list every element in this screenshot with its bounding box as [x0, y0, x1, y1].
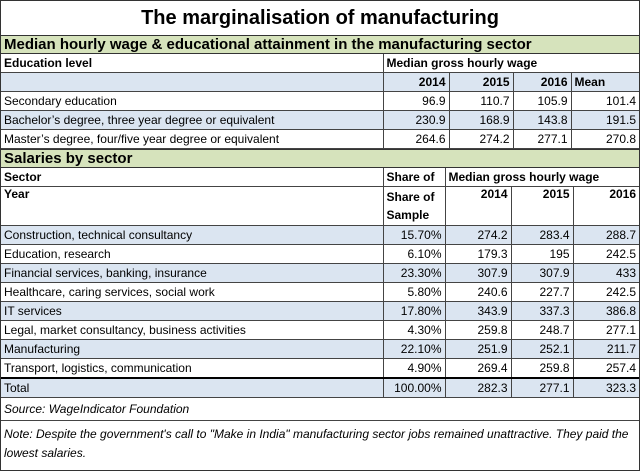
wage-value: 307.9: [510, 263, 574, 283]
page-title: The marginalisation of manufacturing: [1, 1, 639, 36]
education-label: Master’s degree, four/five year degree o…: [1, 129, 384, 149]
table-row: Healthcare, caring services, social work…: [1, 282, 640, 302]
wage-value: 323.3: [572, 377, 640, 398]
wage-value: 283.4: [510, 225, 574, 245]
wage-value: 259.8: [444, 320, 512, 340]
wage-table: Education level Median gross hourly wage…: [1, 54, 640, 149]
wage-value: 282.3: [444, 377, 512, 398]
table-row: Bachelor’s degree, three year degree or …: [1, 110, 640, 130]
wage-value: 110.7: [448, 91, 514, 111]
sector-header: Sector: [1, 168, 384, 187]
footnote: Note: Despite the government's call to "…: [4, 427, 629, 460]
share-value: 100.00%: [382, 377, 446, 398]
share-of-sample-header: Share of Sample: [382, 186, 446, 226]
table-row: Manufacturing 22.10% 251.9 252.1 211.7: [1, 339, 640, 359]
salary-section-heading: Salaries by sector: [1, 149, 639, 168]
total-row: Total 100.00% 282.3 277.1 323.3: [1, 377, 640, 398]
wage-value: 240.6: [444, 282, 512, 302]
wage-value: 230.9: [382, 110, 450, 130]
share-value: 22.10%: [382, 339, 446, 359]
wage-value: 264.6: [382, 129, 450, 149]
table-row: Secondary education 96.9 110.7 105.9 101…: [1, 91, 640, 111]
sector-label: Financial services, banking, insurance: [1, 263, 384, 283]
wage-value: 252.1: [510, 339, 574, 359]
sector-label: Construction, technical consultancy: [1, 225, 384, 245]
year-label: Year: [1, 186, 384, 226]
wage-value: 211.7: [572, 339, 640, 359]
wage-value: 277.1: [510, 377, 574, 398]
share-of-label: Share of: [386, 190, 435, 204]
salary-table: Sector Share of Median gross hourly wage…: [1, 168, 640, 398]
wage-value: 433: [572, 263, 640, 283]
sector-label: Legal, market consultancy, business acti…: [1, 320, 384, 340]
table-row: Master’s degree, four/five year degree o…: [1, 129, 640, 149]
wage-value: 143.8: [512, 110, 572, 130]
year-header: 2014: [382, 72, 450, 92]
wage-value: 248.7: [510, 320, 574, 340]
table-row: Legal, market consultancy, business acti…: [1, 320, 640, 340]
share-value: 17.80%: [382, 301, 446, 321]
blank-cell: [1, 72, 384, 92]
year-header: 2016: [572, 186, 640, 226]
year-header: 2015: [448, 72, 514, 92]
source-note: Source: WageIndicator Foundation: [1, 398, 639, 421]
total-label: Total: [1, 377, 384, 398]
salary-wage-header: Median gross hourly wage: [444, 168, 640, 187]
wage-value: 195: [510, 244, 574, 264]
share-header: Share of: [382, 168, 446, 187]
wage-value: 227.7: [510, 282, 574, 302]
table-row: IT services 17.80% 343.9 337.3 386.8: [1, 301, 640, 321]
sector-label: Healthcare, caring services, social work: [1, 282, 384, 302]
sector-label: Transport, logistics, communication: [1, 358, 384, 379]
wage-value: 337.3: [510, 301, 574, 321]
table-row: Construction, technical consultancy 15.7…: [1, 225, 640, 245]
sector-label: Manufacturing: [1, 339, 384, 359]
education-label: Bachelor’s degree, three year degree or …: [1, 110, 384, 130]
wage-value: 277.1: [512, 129, 572, 149]
wage-value: 307.9: [444, 263, 512, 283]
wage-value: 274.2: [444, 225, 512, 245]
education-level-header: Education level: [1, 54, 384, 73]
wage-value: 179.3: [444, 244, 512, 264]
mean-header: Mean: [570, 72, 640, 92]
wage-value: 105.9: [512, 91, 572, 111]
share-value: 23.30%: [382, 263, 446, 283]
table-row: Transport, logistics, communication 4.90…: [1, 358, 640, 379]
share-value: 15.70%: [382, 225, 446, 245]
wage-value: 191.5: [570, 110, 640, 130]
wage-value: 168.9: [448, 110, 514, 130]
wage-value: 242.5: [572, 244, 640, 264]
wage-value: 242.5: [572, 282, 640, 302]
wage-value: 269.4: [444, 358, 512, 379]
wage-value: 274.2: [448, 129, 514, 149]
share-value: 4.90%: [382, 358, 446, 379]
wage-value: 96.9: [382, 91, 450, 111]
year-header: 2016: [512, 72, 572, 92]
sample-label: Sample: [386, 208, 430, 222]
sector-label: IT services: [1, 301, 384, 321]
education-label: Secondary education: [1, 91, 384, 111]
wage-value: 270.8: [570, 129, 640, 149]
wage-value: 259.8: [510, 358, 574, 379]
share-value: 4.30%: [382, 320, 446, 340]
year-header: 2014: [444, 186, 512, 226]
wage-value: 386.8: [572, 301, 640, 321]
wage-section-heading: Median hourly wage & educational attainm…: [1, 36, 639, 54]
wage-value: 251.9: [444, 339, 512, 359]
wage-value: 101.4: [570, 91, 640, 111]
share-value: 6.10%: [382, 244, 446, 264]
wage-group-header: Median gross hourly wage: [382, 54, 640, 73]
wage-value: 288.7: [572, 225, 640, 245]
wage-value: 277.1: [572, 320, 640, 340]
sector-label: Education, research: [1, 244, 384, 264]
share-value: 5.80%: [382, 282, 446, 302]
year-header: 2015: [510, 186, 574, 226]
table-row: Financial services, banking, insurance 2…: [1, 263, 640, 283]
table-row: Education, research 6.10% 179.3 195 242.…: [1, 244, 640, 264]
wage-value: 257.4: [572, 358, 640, 379]
wage-value: 343.9: [444, 301, 512, 321]
